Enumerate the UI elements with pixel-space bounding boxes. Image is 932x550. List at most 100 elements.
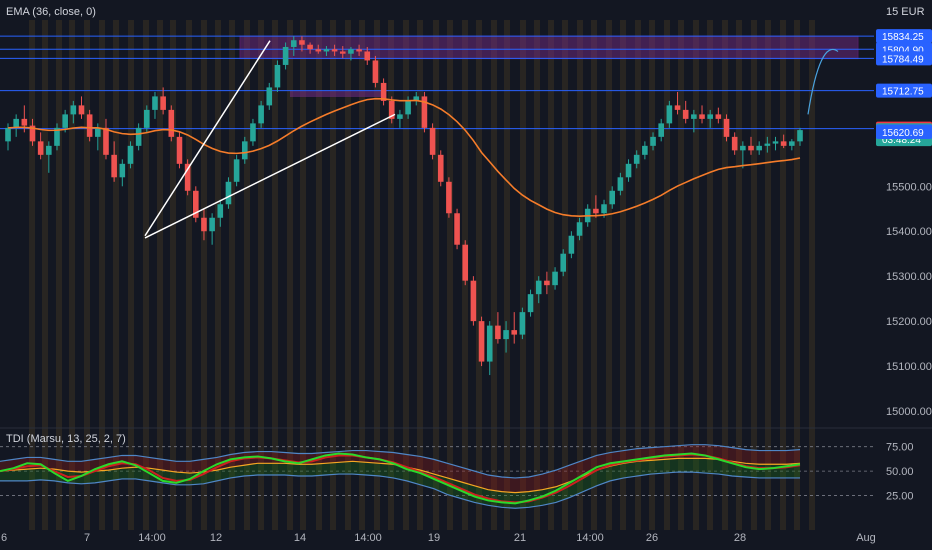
- session-stripe: [56, 20, 62, 530]
- session-stripe: [678, 20, 684, 530]
- candle-body: [560, 253, 567, 272]
- session-stripe: [664, 20, 670, 530]
- candle-body: [731, 136, 738, 151]
- session-stripe: [765, 20, 771, 530]
- session-stripe: [548, 20, 554, 530]
- candle-body: [642, 145, 648, 155]
- candle-body: [95, 127, 101, 137]
- candle-body: [421, 96, 428, 128]
- supply-zone: [239, 35, 859, 60]
- session-stripe: [258, 20, 264, 530]
- candle-body: [282, 46, 289, 65]
- y-tick-label: 15000.00: [886, 406, 932, 418]
- candle-body: [356, 49, 362, 52]
- x-tick-label: 14: [294, 532, 306, 544]
- candle-body: [609, 190, 616, 205]
- candle-body: [21, 118, 28, 126]
- session-stripe: [29, 20, 35, 530]
- session-stripe: [504, 20, 510, 530]
- candle-body: [323, 49, 330, 52]
- price-badge-label: 15834.25: [882, 32, 924, 43]
- session-stripe: [359, 20, 365, 530]
- candle-body: [495, 325, 501, 340]
- session-stripe: [374, 20, 380, 530]
- session-stripe: [113, 20, 119, 530]
- session-stripe: [476, 20, 482, 530]
- candle-body: [707, 114, 713, 119]
- session-stripe: [635, 20, 641, 530]
- candle-body: [576, 222, 583, 236]
- candle-body: [593, 208, 599, 214]
- trend-line: [144, 40, 271, 237]
- session-stripe: [287, 20, 293, 530]
- candle-body: [54, 127, 60, 146]
- x-tick-label: 28: [734, 532, 746, 544]
- candle-body: [46, 145, 52, 155]
- session-stripe: [272, 20, 278, 530]
- session-stripe: [84, 20, 90, 530]
- candle-body: [250, 123, 256, 142]
- y-tick-label: 15500.00: [886, 181, 932, 193]
- candle-body: [446, 181, 452, 214]
- candle-body: [78, 105, 85, 115]
- candle-body: [462, 244, 469, 281]
- candle-body: [274, 64, 281, 88]
- candle-body: [478, 321, 485, 362]
- candle-body: [111, 154, 117, 178]
- candle-body: [617, 177, 624, 191]
- candle-body: [437, 154, 444, 182]
- session-stripe: [128, 20, 134, 530]
- price-badge-label: 15784.49: [882, 54, 924, 65]
- candle-body: [511, 330, 518, 335]
- session-stripe: [649, 20, 655, 530]
- session-stripe: [707, 20, 713, 530]
- candle-body: [756, 145, 762, 151]
- price-badge-label: 15712.75: [882, 87, 924, 98]
- session-stripe: [534, 20, 540, 530]
- candle-body: [486, 325, 493, 362]
- session-stripe: [69, 20, 75, 530]
- session-stripe: [447, 20, 453, 530]
- candle-body: [258, 105, 264, 124]
- candle-body: [780, 141, 787, 146]
- candle-body: [299, 40, 305, 45]
- session-stripe: [491, 20, 497, 530]
- candle-body: [519, 312, 526, 335]
- candle-body: [241, 141, 248, 160]
- candle-body: [144, 109, 150, 128]
- session-stripe: [736, 20, 742, 530]
- x-tick-label: Aug: [856, 532, 876, 544]
- candle-body: [527, 294, 534, 313]
- session-stripe: [42, 20, 48, 530]
- session-stripe: [244, 20, 250, 530]
- candle-body: [86, 114, 93, 137]
- candle-body: [388, 100, 395, 119]
- tdi-tick-label: 50.00: [886, 466, 914, 478]
- price-badge: [876, 125, 932, 140]
- candle-body: [772, 141, 779, 144]
- candle-body: [13, 118, 19, 128]
- lower-indicator-label: TDI (Marsu, 13, 25, 2, 7): [6, 433, 126, 445]
- candle-body: [503, 330, 509, 340]
- candle-body: [568, 235, 575, 254]
- projection-arrow: [807, 49, 839, 115]
- session-stripe: [330, 20, 336, 530]
- price-badge: [876, 29, 932, 44]
- tdi-upper-fill: [0, 444, 800, 493]
- supply-zone-small: [290, 91, 385, 98]
- price-badge-label: 15804.90: [882, 45, 924, 56]
- tdi-series-line: [0, 444, 801, 479]
- candle-body: [307, 44, 313, 50]
- candle-body: [740, 145, 746, 151]
- candle-body: [380, 82, 387, 101]
- candle-body: [119, 163, 126, 178]
- session-stripe: [591, 20, 597, 530]
- candle-body: [658, 123, 664, 137]
- tdi-tick-label: 25.00: [886, 491, 914, 503]
- candle-body: [184, 163, 191, 191]
- session-stripe: [562, 20, 568, 530]
- x-tick-label: 21: [514, 532, 526, 544]
- ema-line: [7, 97, 801, 218]
